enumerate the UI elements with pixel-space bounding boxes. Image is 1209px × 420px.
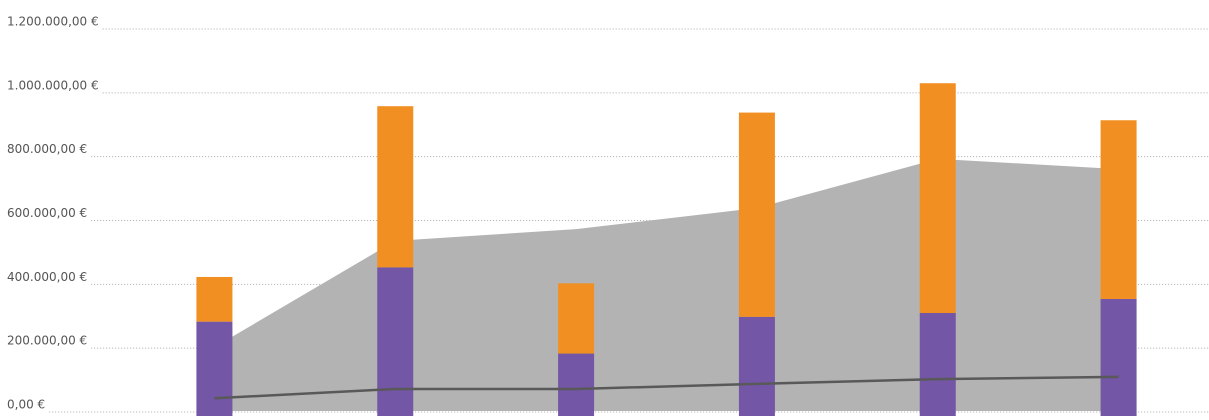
y-tick-label: 600.000,00 € [7,206,87,220]
y-tick-label: 1.200.000,00 € [7,15,99,29]
y-tick-label: 200.000,00 € [7,334,87,348]
bar-segment [738,112,775,317]
bar-segment [377,106,414,268]
bar-segment [1100,120,1137,299]
bar-segment [558,283,595,354]
bar-segment [196,276,233,322]
bar-segment [1100,298,1137,416]
bar-segment [738,316,775,416]
bar-segment [919,83,956,314]
area [214,158,1119,411]
bar-segment [558,353,595,416]
bar-segment [196,321,233,416]
line [214,375,1119,400]
bar-segment [377,267,414,416]
y-tick-label: 400.000,00 € [7,270,87,284]
y-tick-label: 800.000,00 € [7,142,87,156]
bar-segment [919,313,956,416]
y-tick-label: 1.000.000,00 € [7,78,99,92]
y-tick-label: 0,00 € [7,398,45,412]
